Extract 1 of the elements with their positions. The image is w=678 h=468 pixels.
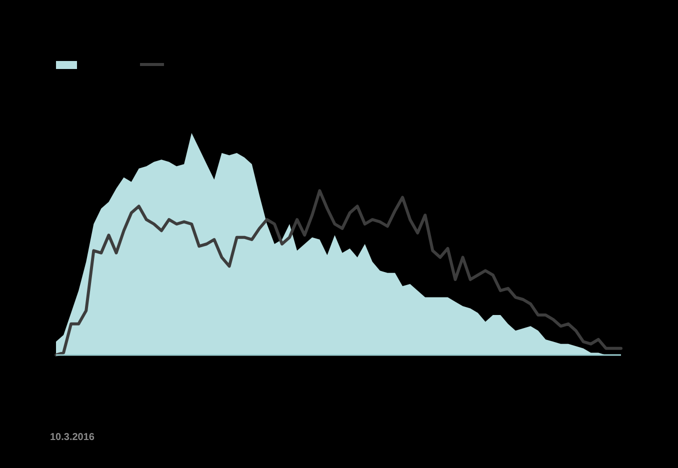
text: 10.3.2016 [50,432,95,443]
